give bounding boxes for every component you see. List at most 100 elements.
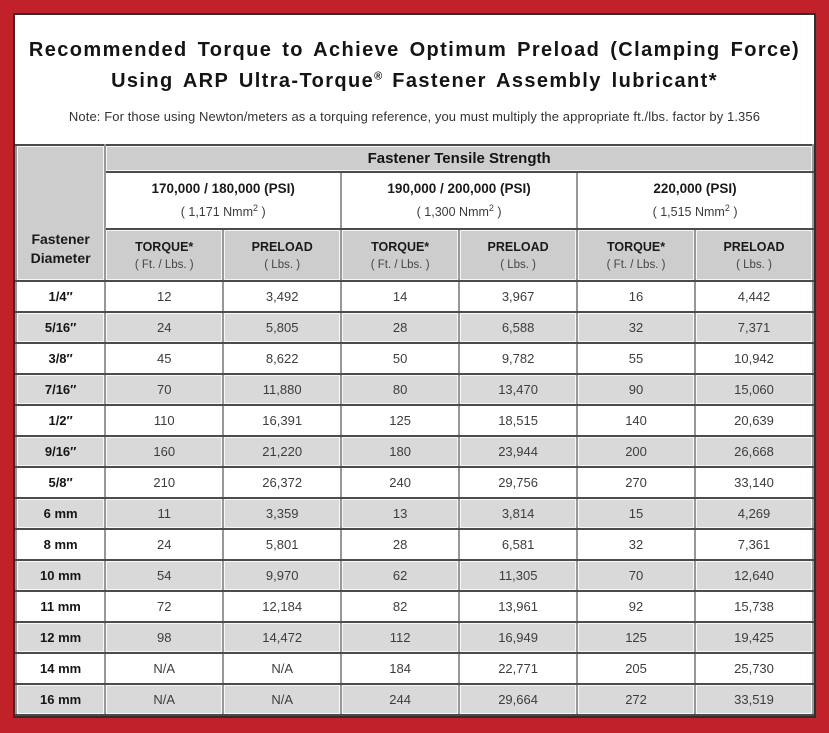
torque-value-cell: 98 [104,621,225,654]
table-row: 5/16″ 24 5,805 28 6,588 32 7,371 [14,311,814,344]
preload-value-cell: 21,220 [222,435,343,468]
torque-value-cell: 16 [576,280,697,313]
torque-spec-table: Fastener Diameter Fastener Tensile Stren… [14,144,814,716]
preload-value-cell: 3,359 [222,497,343,530]
fastener-diameter-cell: 1/4″ [14,280,107,313]
torque-value-cell: 125 [340,404,461,437]
preload-value-cell: N/A [222,683,343,716]
preload-value-cell: N/A [222,652,343,685]
torque-value-cell: 13 [340,497,461,530]
preload-value-cell: 14,472 [222,621,343,654]
column-unit: ( Lbs. ) [500,258,536,271]
column-unit: ( Ft. / Lbs. ) [370,258,430,271]
fastener-diameter-cell: 6 mm [14,497,107,530]
preload-value-cell: 22,771 [458,652,579,685]
preload-value-cell: 23,944 [458,435,579,468]
torque-value-cell: 28 [340,311,461,344]
torque-value-cell: 70 [104,373,225,406]
table-row: 1/2″ 110 16,391 125 18,515 140 20,639 [14,404,814,437]
torque-header-group-1: TORQUE* ( Ft. / Lbs. ) [104,228,225,282]
torque-value-cell: 205 [576,652,697,685]
table-row: 1/4″ 12 3,492 14 3,967 16 4,442 [14,280,814,313]
preload-value-cell: 29,756 [458,466,579,499]
torque-value-cell: 180 [340,435,461,468]
column-label: PRELOAD [251,239,313,254]
preload-header-group-2: PRELOAD ( Lbs. ) [458,228,579,282]
preload-value-cell: 15,738 [694,590,814,623]
table-row: 14 mm N/A N/A 184 22,771 205 25,730 [14,652,814,685]
page-title: Recommended Torque to Achieve Optimum Pr… [25,35,804,97]
fastener-diameter-cell: 14 mm [14,652,107,685]
table-row: 5/8″ 210 26,372 240 29,756 270 33,140 [14,466,814,499]
column-unit: ( Lbs. ) [264,258,301,271]
preload-value-cell: 20,639 [694,404,814,437]
corner-header-fastener-diameter: Fastener Diameter [14,144,107,282]
preload-value-cell: 18,515 [458,404,579,437]
preload-value-cell: 11,880 [222,373,343,406]
torque-value-cell: 80 [340,373,461,406]
column-unit: ( Ft. / Lbs. ) [134,258,194,271]
column-label: TORQUE* [606,239,666,254]
torque-value-cell: 240 [340,466,461,499]
psi-rating: 190,000 / 200,000 (PSI) [387,181,531,197]
column-label: PRELOAD [723,239,785,254]
column-unit: ( Ft. / Lbs. ) [606,258,666,271]
fastener-diameter-cell: 16 mm [14,683,107,716]
nmm-rating: ( 1,300 Nmm2 ) [416,203,502,220]
preload-value-cell: 19,425 [694,621,814,654]
title-block: Recommended Torque to Achieve Optimum Pr… [15,15,814,144]
fastener-diameter-cell: 1/2″ [14,404,107,437]
torque-value-cell: 70 [576,559,697,592]
table-row: 16 mm N/A N/A 244 29,664 272 33,519 [14,683,814,716]
torque-value-cell: 82 [340,590,461,623]
registered-trademark-symbol: ® [374,70,383,83]
torque-header-group-2: TORQUE* ( Ft. / Lbs. ) [340,228,461,282]
preload-value-cell: 13,961 [458,590,579,623]
fastener-diameter-cell: 9/16″ [14,435,107,468]
preload-value-cell: 12,184 [222,590,343,623]
content-panel: Recommended Torque to Achieve Optimum Pr… [13,13,816,718]
preload-value-cell: 3,492 [222,280,343,313]
preload-value-cell: 3,814 [458,497,579,530]
torque-value-cell: 90 [576,373,697,406]
torque-value-cell: N/A [104,683,225,716]
torque-value-cell: 28 [340,528,461,561]
fastener-diameter-cell: 7/16″ [14,373,107,406]
torque-value-cell: 50 [340,342,461,375]
psi-rating: 220,000 (PSI) [653,181,737,197]
fastener-diameter-cell: 5/16″ [14,311,107,344]
table-row: 7/16″ 70 11,880 80 13,470 90 15,060 [14,373,814,406]
preload-header-group-1: PRELOAD ( Lbs. ) [222,228,343,282]
tensile-group-header-3: 220,000 (PSI) ( 1,515 Nmm2 ) [576,171,814,230]
fastener-diameter-cell: 12 mm [14,621,107,654]
torque-value-cell: 62 [340,559,461,592]
torque-value-cell: 112 [340,621,461,654]
table-row: 11 mm 72 12,184 82 13,961 92 15,738 [14,590,814,623]
preload-value-cell: 4,442 [694,280,814,313]
preload-value-cell: 9,782 [458,342,579,375]
torque-value-cell: 92 [576,590,697,623]
preload-value-cell: 15,060 [694,373,814,406]
fastener-diameter-cell: 11 mm [14,590,107,623]
preload-value-cell: 3,967 [458,280,579,313]
tensile-group-header-1: 170,000 / 180,000 (PSI) ( 1,171 Nmm2 ) [104,171,343,230]
preload-value-cell: 7,371 [694,311,814,344]
tensile-strength-header: Fastener Tensile Strength [104,144,814,173]
torque-value-cell: 244 [340,683,461,716]
torque-value-cell: 110 [104,404,225,437]
torque-value-cell: 14 [340,280,461,313]
psi-rating: 170,000 / 180,000 (PSI) [151,181,295,197]
preload-value-cell: 33,519 [694,683,814,716]
table-row: 12 mm 98 14,472 112 16,949 125 19,425 [14,621,814,654]
torque-value-cell: 200 [576,435,697,468]
torque-value-cell: 55 [576,342,697,375]
preload-value-cell: 26,668 [694,435,814,468]
note-text: Note: For those using Newton/meters as a… [68,109,761,124]
preload-value-cell: 16,391 [222,404,343,437]
column-unit: ( Lbs. ) [736,258,772,271]
table-row: 9/16″ 160 21,220 180 23,944 200 26,668 [14,435,814,468]
preload-header-group-3: PRELOAD ( Lbs. ) [694,228,814,282]
preload-value-cell: 5,805 [222,311,343,344]
torque-value-cell: 210 [104,466,225,499]
preload-value-cell: 25,730 [694,652,814,685]
